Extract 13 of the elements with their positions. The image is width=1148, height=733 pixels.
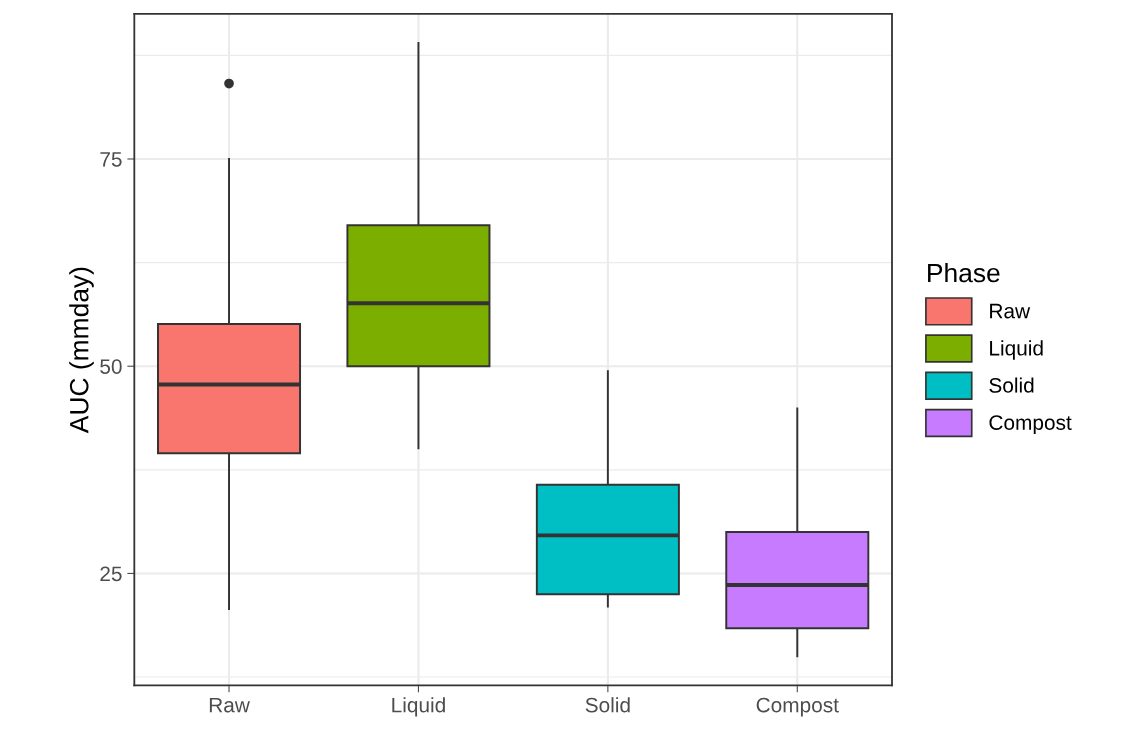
legend-label: Liquid xyxy=(990,340,1043,360)
x-tick-label: Raw xyxy=(209,697,250,713)
legend-label: Compost xyxy=(989,415,1072,435)
y-axis-title: AUC (mmday) xyxy=(69,267,94,434)
x-tick-label: Solid xyxy=(585,697,630,713)
legend-title: Phase xyxy=(928,262,1000,283)
legend-label: Raw xyxy=(990,303,1031,319)
y-tick-label: 25 xyxy=(100,566,122,582)
legend-label: Solid xyxy=(989,377,1034,393)
x-tick-label: Compost xyxy=(756,697,839,717)
y-tick-label: 75 xyxy=(100,152,122,167)
x-tick-label: Liquid xyxy=(392,697,445,717)
y-tick-label: 50 xyxy=(100,359,122,374)
